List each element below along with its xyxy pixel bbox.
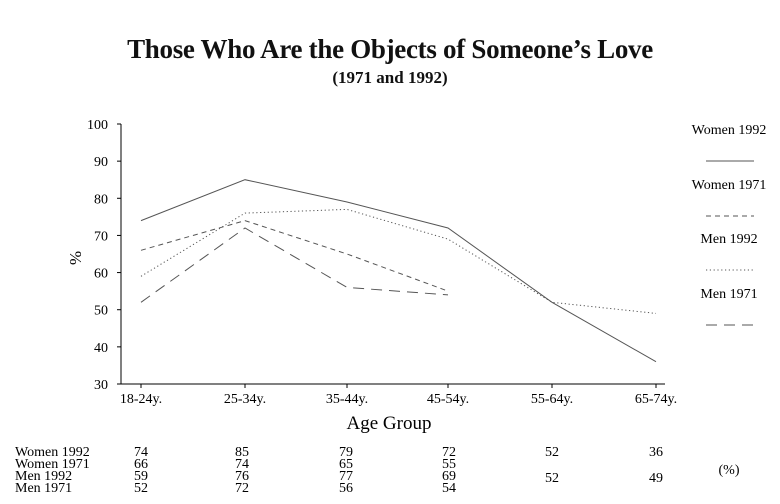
series-line-women-1971 xyxy=(140,220,449,292)
x-tick-label: 35-44y. xyxy=(326,392,368,407)
y-tick-label: 40 xyxy=(94,341,108,356)
chart-subtitle: (1971 and 1992) xyxy=(332,68,448,87)
series-line-men-1992 xyxy=(140,208,657,314)
series-line-men-1971 xyxy=(140,227,449,303)
x-tick-label: 55-64y. xyxy=(531,392,573,407)
table-cell: 54 xyxy=(442,481,456,496)
table-cell: 65 xyxy=(339,457,353,472)
table-cell: 79 xyxy=(339,445,353,460)
table-row-name: Women 1971 xyxy=(15,457,90,472)
table-row-name: Men 1971 xyxy=(15,481,72,496)
table-cell: 52 xyxy=(134,481,148,496)
table-row-name: Men 1992 xyxy=(15,469,72,484)
table-cell: 36 xyxy=(649,445,663,460)
table-unit-label: (%) xyxy=(719,463,740,478)
table-cell: 52 xyxy=(545,471,559,486)
legend: Women 1992 Women 1971 Men 1992 Men 1971 xyxy=(692,123,767,326)
legend-label: Women 1971 xyxy=(692,178,767,193)
y-tick-label: 100 xyxy=(87,118,108,133)
table-cell: 49 xyxy=(649,471,663,486)
table-cell: 74 xyxy=(235,457,249,472)
legend-label: Men 1992 xyxy=(700,232,757,247)
series-lines xyxy=(140,179,657,363)
table-cell: 52 xyxy=(545,445,559,460)
y-tick-label: 30 xyxy=(94,378,108,393)
table-cell: 56 xyxy=(339,481,353,496)
table-cell: 74 xyxy=(134,445,148,460)
table-cell: 66 xyxy=(134,457,148,472)
x-tick-label: 65-74y. xyxy=(635,392,677,407)
table-cell: 76 xyxy=(235,469,249,484)
table-cell: 72 xyxy=(442,445,456,460)
series-line-women-1992 xyxy=(140,179,657,363)
y-tick-label: 50 xyxy=(94,304,108,319)
legend-label: Men 1971 xyxy=(700,287,757,302)
x-tick-label: 25-34y. xyxy=(224,392,266,407)
y-tick-label: 70 xyxy=(94,229,108,244)
table-cell: 72 xyxy=(235,481,249,496)
legend-label: Women 1992 xyxy=(692,123,767,138)
y-tick-label: 80 xyxy=(94,192,108,207)
x-tick-label: 45-54y. xyxy=(427,392,469,407)
table-cell: 59 xyxy=(134,469,148,484)
y-tick-label: 90 xyxy=(94,155,108,170)
table-cell: 77 xyxy=(339,469,353,484)
table-cell: 69 xyxy=(442,469,456,484)
table-cell: 55 xyxy=(442,457,456,472)
y-axis-label: % xyxy=(66,251,85,265)
y-ticks: 30 40 50 60 70 80 90 100 xyxy=(87,118,121,393)
chart-title: Those Who Are the Objects of Someone’s L… xyxy=(127,34,653,64)
x-axis-label: Age Group xyxy=(347,413,432,434)
x-ticks: 18-24y. 25-34y. 35-44y. 45-54y. 55-64y. 65-74… xyxy=(120,384,677,407)
y-tick-label: 60 xyxy=(94,267,108,282)
axes xyxy=(120,124,665,385)
table-row-name: Women 1992 xyxy=(15,445,90,460)
table-cell: 85 xyxy=(235,445,249,460)
x-tick-label: 18-24y. xyxy=(120,392,162,407)
